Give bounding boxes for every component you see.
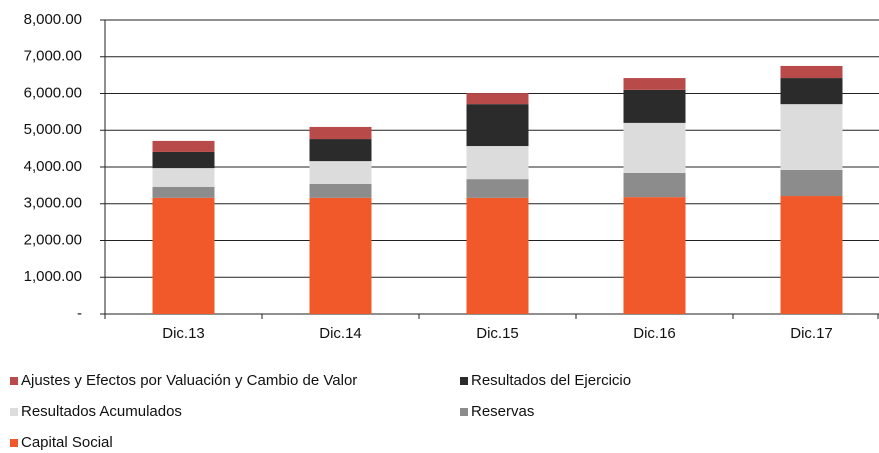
bar-segment [309, 139, 372, 162]
bar-segment [466, 93, 529, 105]
bar-segment [466, 104, 529, 147]
bar-segment [152, 197, 215, 314]
bar-segment [623, 197, 686, 314]
legend-swatch [460, 408, 468, 416]
bar-segment [309, 161, 372, 184]
y-tick-label: 8,000.00 [24, 11, 82, 28]
bar-segment [152, 168, 215, 187]
bar-segment [780, 78, 843, 105]
bar-segment [309, 197, 372, 314]
bar-segment [309, 126, 372, 140]
y-tick-label: 5,000.00 [24, 121, 82, 138]
legend-swatch [10, 377, 18, 385]
legend-label: Reservas [471, 403, 534, 420]
bar-segment [623, 172, 686, 198]
x-tick-label: Dic.14 [319, 325, 362, 342]
y-tick-label: 4,000.00 [24, 158, 82, 175]
y-tick-label: 7,000.00 [24, 48, 82, 65]
y-tick-label: - [77, 305, 82, 322]
bar-segment [152, 140, 215, 152]
bar-segment [780, 65, 843, 79]
y-tick-label: 3,000.00 [24, 195, 82, 212]
bar-segment [466, 146, 529, 180]
bar-segment [623, 122, 686, 173]
bar-segment [466, 197, 529, 314]
x-tick-label: Dic.16 [633, 325, 676, 342]
x-tick-label: Dic.13 [162, 325, 205, 342]
bar-segment [152, 151, 215, 169]
legend-label: Capital Social [21, 434, 113, 451]
bar-segment [780, 104, 843, 170]
x-tick-label: Dic.15 [476, 325, 519, 342]
bar-segment [309, 183, 372, 198]
bar-segment [152, 186, 215, 198]
x-tick-label: Dic.17 [790, 325, 833, 342]
legend-swatch [10, 408, 18, 416]
legend-label: Resultados del Ejercicio [471, 372, 631, 389]
bar-segment [623, 89, 686, 123]
bar-segment [780, 169, 843, 197]
y-tick-label: 1,000.00 [24, 268, 82, 285]
y-tick-label: 6,000.00 [24, 84, 82, 101]
bar-segment [780, 196, 843, 314]
legend-swatch [10, 439, 18, 447]
bar-segment [623, 78, 686, 90]
bar-segment [466, 179, 529, 198]
y-tick-label: 2,000.00 [24, 231, 82, 248]
legend-label: Resultados Acumulados [21, 403, 182, 420]
legend-swatch [460, 377, 468, 385]
legend-label: Ajustes y Efectos por Valuación y Cambio… [21, 372, 357, 389]
